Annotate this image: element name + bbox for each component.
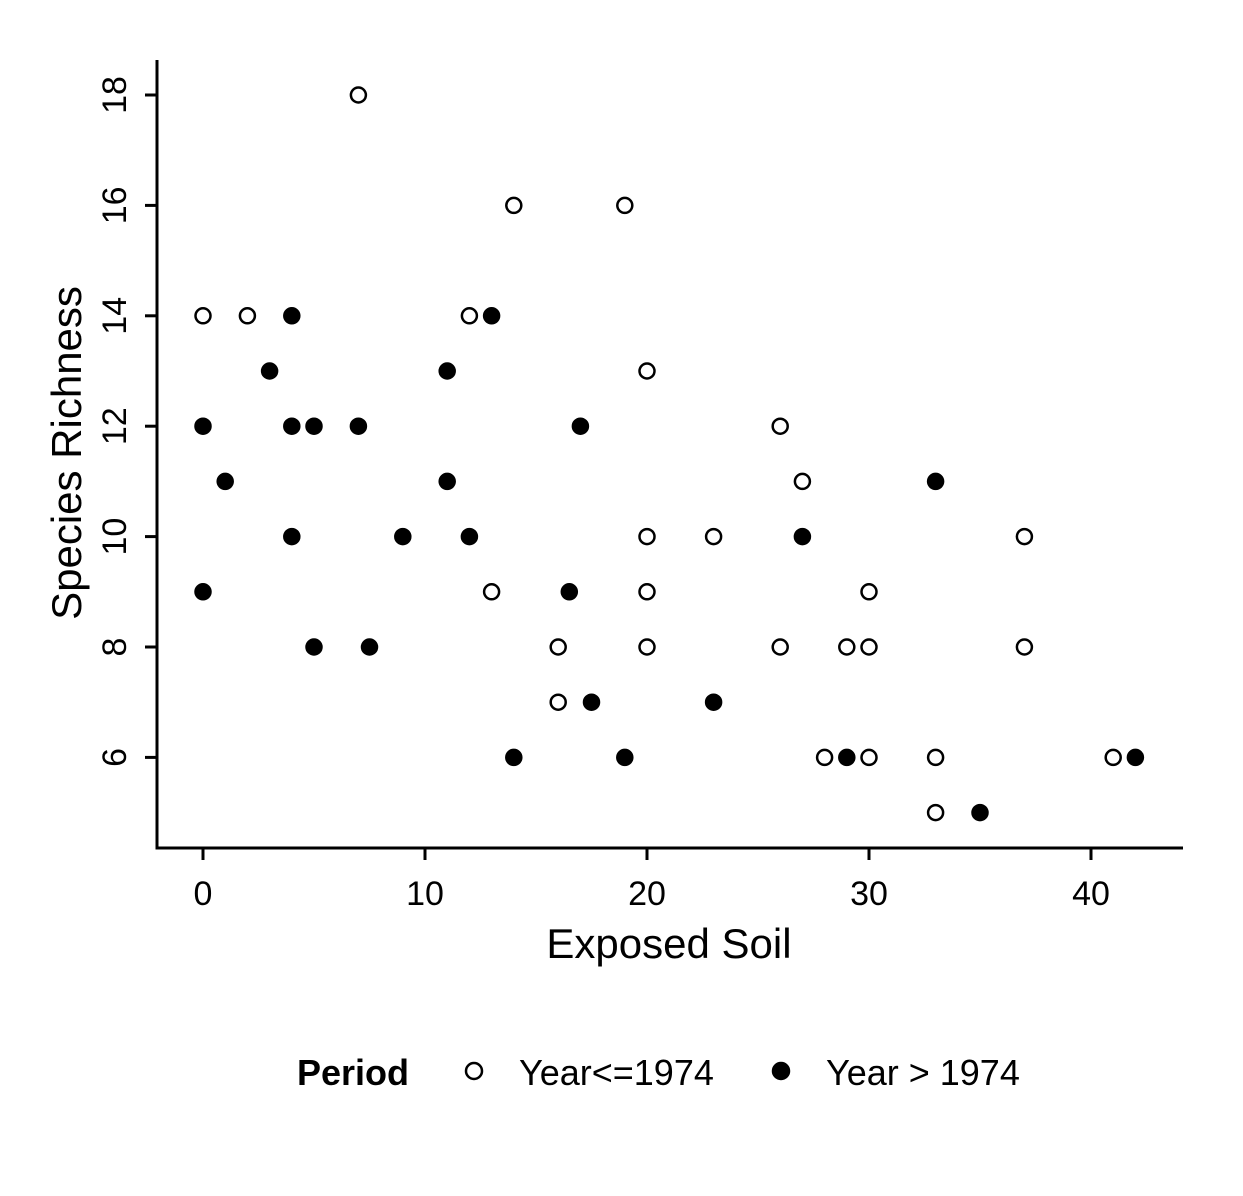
- data-point-before-1974: [638, 583, 656, 601]
- data-points: [194, 86, 1145, 822]
- x-ticks: 0 10 20 30 40: [194, 848, 1110, 913]
- data-point-before-1974: [349, 86, 368, 104]
- data-point-after-1974: [216, 472, 234, 491]
- data-point-after-1974: [260, 362, 279, 380]
- data-point-before-1974: [238, 307, 257, 325]
- data-point-before-1974: [793, 472, 812, 491]
- data-point-after-1974: [616, 748, 634, 767]
- data-point-after-1974: [704, 693, 723, 711]
- data-point-before-1974: [771, 638, 789, 656]
- data-point-after-1974: [194, 583, 212, 601]
- data-point-after-1974: [838, 748, 856, 767]
- data-point-before-1974: [460, 307, 479, 325]
- y-axis-title: Species Richness: [43, 286, 90, 620]
- data-point-before-1974: [1015, 638, 1034, 656]
- legend-title: Period: [297, 1052, 409, 1093]
- x-axis-title: Exposed Soil: [546, 920, 791, 967]
- data-point-before-1974: [926, 803, 945, 822]
- data-point-after-1974: [283, 307, 301, 325]
- data-point-before-1974: [704, 527, 723, 546]
- data-point-before-1974: [1104, 748, 1122, 767]
- data-point-after-1974: [971, 803, 989, 822]
- data-point-before-1974: [860, 748, 878, 767]
- data-point-before-1974: [815, 748, 834, 767]
- data-point-after-1974: [283, 527, 301, 546]
- data-point-before-1974: [860, 638, 878, 656]
- data-point-after-1974: [305, 417, 323, 435]
- data-point-after-1974: [438, 362, 456, 380]
- data-point-before-1974: [638, 638, 656, 656]
- y-tick-label: 6: [96, 748, 134, 767]
- x-tick-label: 0: [194, 875, 213, 913]
- legend-label-series-1: Year<=1974: [519, 1052, 714, 1093]
- data-point-before-1974: [838, 638, 856, 656]
- legend-label-series-2: Year > 1974: [826, 1052, 1020, 1093]
- y-tick-label: 14: [96, 297, 134, 335]
- data-point-before-1974: [194, 307, 212, 325]
- data-point-after-1974: [560, 583, 579, 601]
- data-point-before-1974: [926, 748, 945, 767]
- data-point-after-1974: [305, 638, 323, 656]
- data-point-before-1974: [549, 693, 567, 711]
- data-point-before-1974: [505, 196, 523, 215]
- data-point-after-1974: [394, 527, 412, 546]
- data-point-after-1974: [926, 472, 945, 491]
- data-point-before-1974: [616, 196, 634, 215]
- y-ticks: 6 8 10 12 14 16 18: [96, 76, 157, 767]
- data-point-before-1974: [771, 417, 789, 435]
- data-point-before-1974: [860, 583, 878, 601]
- data-point-after-1974: [793, 527, 812, 546]
- data-point-before-1974: [1015, 527, 1034, 546]
- data-point-after-1974: [438, 472, 456, 491]
- axes: [155, 60, 1183, 850]
- x-tick-label: 10: [406, 875, 444, 913]
- y-tick-label: 10: [96, 518, 134, 556]
- x-tick-label: 20: [628, 875, 666, 913]
- data-point-after-1974: [349, 417, 368, 435]
- data-point-after-1974: [460, 527, 479, 546]
- data-point-before-1974: [638, 362, 656, 380]
- legend-marker-filled-circle: [771, 1061, 791, 1081]
- data-point-after-1974: [482, 307, 501, 325]
- data-point-after-1974: [505, 748, 523, 767]
- y-tick-label: 16: [96, 186, 134, 224]
- data-point-after-1974: [360, 638, 379, 656]
- legend-marker-open-circle: [464, 1061, 484, 1081]
- y-tick-label: 18: [96, 76, 134, 114]
- data-point-after-1974: [1126, 748, 1145, 767]
- data-point-after-1974: [283, 417, 301, 435]
- data-point-before-1974: [638, 527, 656, 546]
- y-tick-label: 12: [96, 407, 134, 445]
- data-point-before-1974: [482, 583, 501, 601]
- data-point-before-1974: [549, 638, 567, 656]
- data-point-after-1974: [194, 417, 212, 435]
- data-point-after-1974: [582, 693, 601, 711]
- x-tick-label: 30: [850, 875, 888, 913]
- data-point-after-1974: [571, 417, 590, 435]
- x-tick-label: 40: [1072, 875, 1110, 913]
- legend: Period Year<=1974 Year > 1974: [297, 1052, 1020, 1093]
- y-tick-label: 8: [96, 638, 134, 657]
